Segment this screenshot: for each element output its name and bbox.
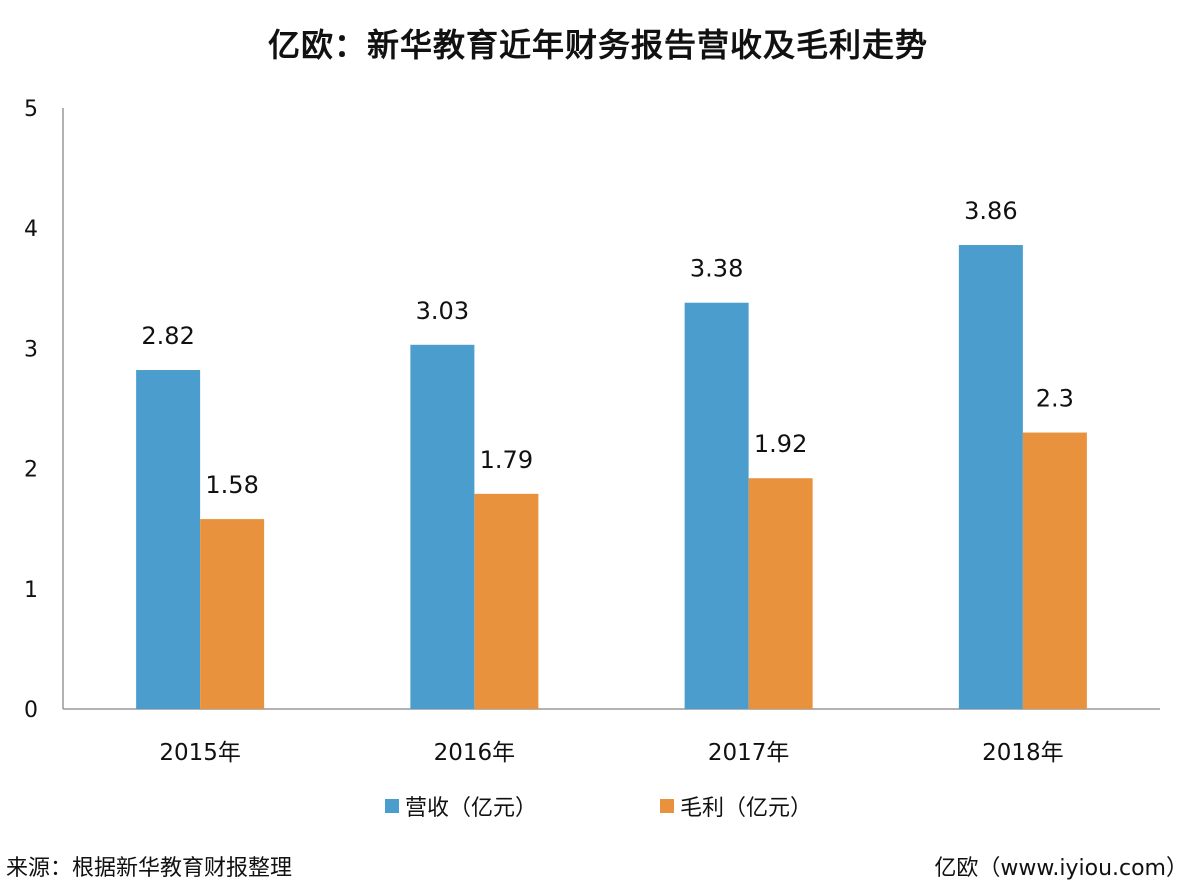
bar-revenue — [684, 302, 749, 709]
bar-gross-profit — [1022, 432, 1087, 709]
data-label: 1.79 — [480, 446, 533, 474]
bar-gross-profit — [474, 493, 539, 709]
bar-gross-profit — [748, 478, 813, 709]
bar-revenue — [958, 245, 1023, 709]
bar-chart: 0 1 2 3 4 5 2.82 1.58 2015年 3.03 1.79 2016年 3.38 1.92… — [24, 97, 1160, 766]
data-label: 3.86 — [964, 197, 1017, 225]
y-tick-label: 5 — [24, 97, 38, 122]
legend-item-gross-profit: 毛利（亿元） — [660, 790, 812, 822]
data-label: 3.03 — [416, 297, 469, 325]
bar-revenue — [136, 370, 201, 709]
watermark: 亿欧（www.iyiou.com） — [934, 856, 1188, 881]
bar-revenue — [410, 344, 475, 709]
legend-item-revenue: 营收（亿元） — [385, 790, 537, 822]
data-label: 1.58 — [205, 471, 258, 499]
x-tick-label: 2015年 — [159, 740, 241, 766]
legend: 营收（亿元） 毛利（亿元） — [0, 790, 1196, 824]
y-tick-label: 0 — [24, 698, 38, 723]
legend-swatch-gross-profit — [660, 799, 674, 813]
data-label: 2.3 — [1036, 385, 1074, 413]
chart-title: 亿欧：新华教育近年财务报告营收及毛利走势 — [267, 26, 928, 64]
data-label: 2.82 — [141, 322, 194, 350]
data-label: 1.92 — [754, 430, 807, 458]
x-tick-label: 2018年 — [982, 740, 1064, 766]
x-tick-label: 2016年 — [434, 740, 516, 766]
source-note: 来源：根据新华教育财报整理 — [6, 856, 293, 881]
legend-label-revenue: 营收（亿元） — [405, 796, 538, 821]
legend-swatch-revenue — [385, 799, 399, 813]
y-tick-label: 4 — [24, 217, 38, 242]
legend-label-gross-profit: 毛利（亿元） — [680, 796, 813, 821]
y-tick-label: 1 — [24, 578, 38, 603]
y-tick-label: 3 — [24, 337, 38, 362]
x-tick-label: 2017年 — [708, 740, 790, 766]
y-tick-label: 2 — [24, 458, 38, 483]
bar-gross-profit — [200, 519, 265, 709]
data-label: 3.38 — [690, 255, 743, 283]
